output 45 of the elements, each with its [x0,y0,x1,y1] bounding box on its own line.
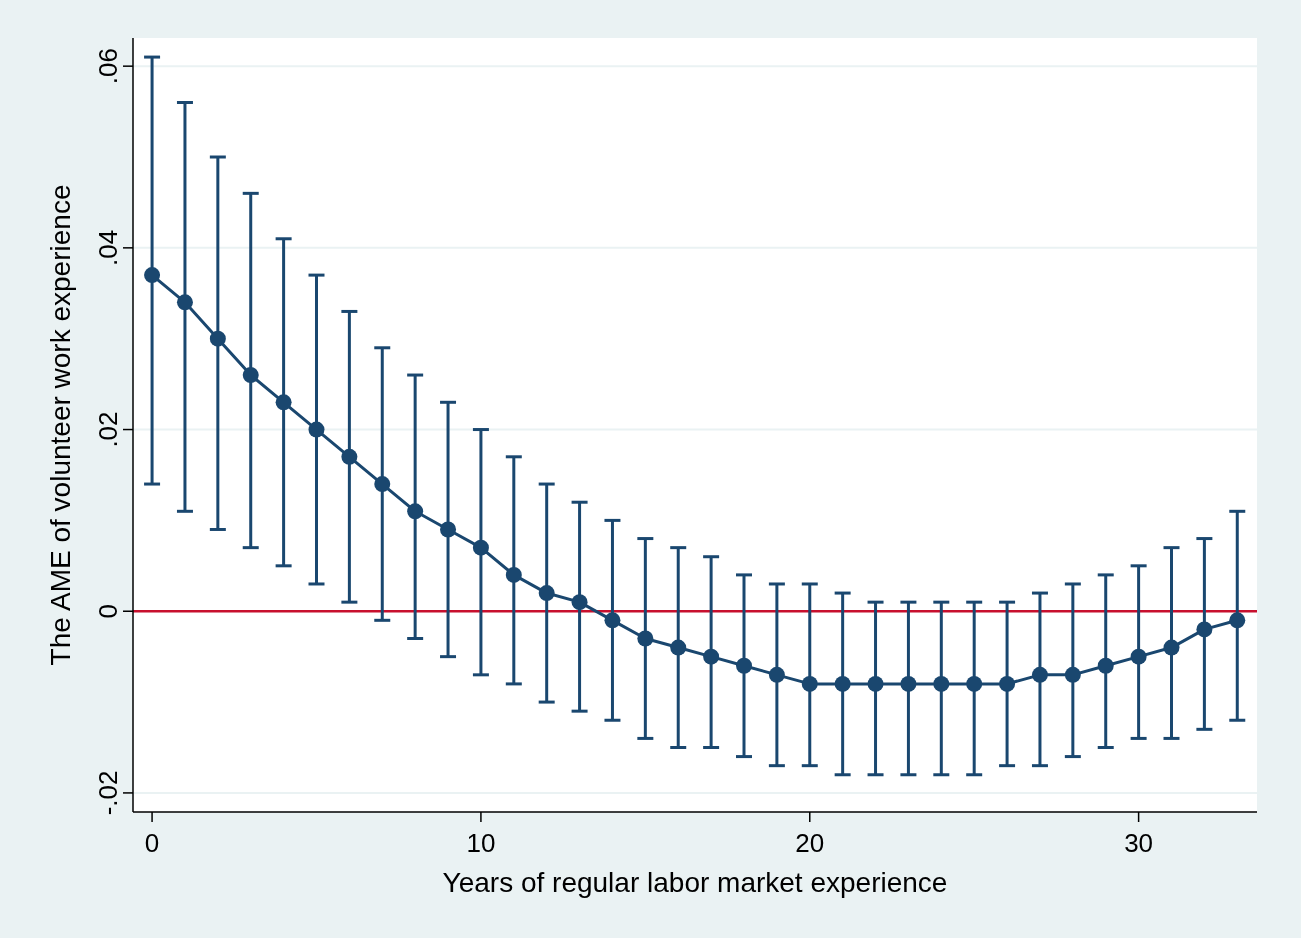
point [834,675,851,692]
point [275,394,292,411]
point [505,566,522,583]
x-tick-label: 10 [466,828,496,858]
point [670,639,687,656]
x-tick-label: 0 [144,828,160,858]
point [604,612,621,629]
point [176,294,193,311]
point [1130,648,1147,665]
x-axis-title: Years of regular labor market experience [442,867,948,898]
point [801,675,818,692]
point [703,648,720,665]
x-tick-label: 20 [795,828,825,858]
point [440,521,457,538]
point [768,666,785,683]
y-tick-label: 0 [93,604,123,619]
point [1196,621,1213,638]
x-tick-label: 30 [1124,828,1154,858]
y-tick-label: .06 [93,48,123,85]
point [374,476,391,493]
point [966,675,983,692]
y-tick-label: .04 [93,229,123,266]
point [1064,666,1081,683]
point [242,367,259,384]
point [1031,666,1048,683]
point [867,675,884,692]
point [209,330,226,347]
point [571,594,588,611]
y-tick-label: -.02 [93,770,123,816]
point [1163,639,1180,656]
y-tick-label: .02 [93,411,123,448]
point [1097,657,1114,674]
point [736,657,752,674]
point [472,539,489,556]
point [341,448,358,465]
point [900,675,917,692]
y-axis-title: The AME of volunteer work experience [45,184,76,666]
point [538,585,555,602]
point [933,675,950,692]
point [999,675,1016,692]
point [407,503,424,520]
point [637,630,654,647]
point [1229,612,1246,629]
point [144,267,161,284]
point [308,421,325,438]
